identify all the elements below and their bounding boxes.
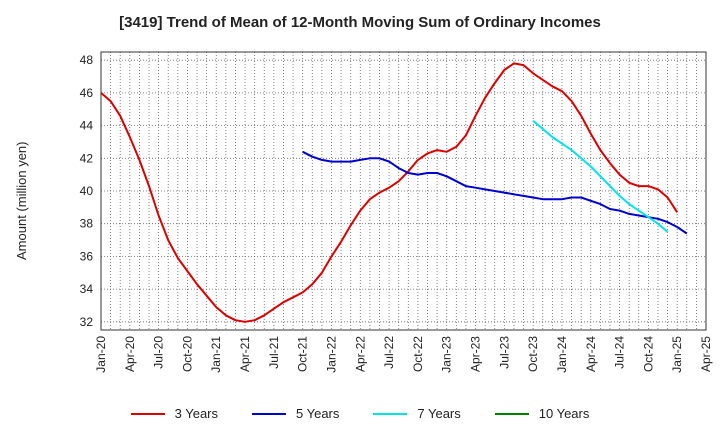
legend: 3 Years 5 Years 7 Years 10 Years — [0, 406, 720, 421]
x-tick-label: Oct-23 — [526, 336, 540, 372]
legend-label: 3 Years — [174, 406, 218, 421]
legend-swatch — [373, 412, 408, 415]
legend-label: 7 Years — [417, 406, 461, 421]
x-tick-label: Jan-20 — [94, 336, 108, 373]
legend-swatch — [252, 412, 286, 415]
chart-plot: 32 34 36 38 40 42 44 46 48 Jan-20 Apr-20 Jul-20 Oct… — [80, 51, 713, 373]
x-tick-label: Jan-23 — [440, 336, 454, 373]
y-tick-labels: 32 34 36 38 40 42 44 46 48 — [80, 53, 94, 329]
y-tick-label: 42 — [80, 151, 94, 165]
x-tick-label: Jul-24 — [613, 336, 627, 369]
x-tick-label: Apr-21 — [238, 336, 252, 372]
y-tick-label: 44 — [80, 119, 94, 133]
series-line-3-years — [100, 62, 679, 323]
x-tick-labels: Jan-20 Apr-20 Jul-20 Oct-20 Jan-21 Apr-21 Jul-… — [94, 336, 713, 373]
legend-swatch — [130, 412, 165, 415]
legend-swatch — [494, 412, 529, 415]
x-tick-label: Jan-22 — [324, 336, 338, 373]
x-tick-label: Apr-23 — [469, 336, 483, 372]
x-tick-label: Jul-22 — [382, 336, 396, 369]
x-tick-label: Oct-24 — [641, 336, 655, 372]
x-tick-label: Oct-21 — [296, 336, 310, 372]
y-tick-label: 48 — [80, 53, 94, 67]
series-line-7-years — [532, 119, 669, 233]
legend-label: 5 Years — [296, 406, 340, 421]
y-tick-label: 34 — [80, 282, 94, 296]
series-line-5-years — [302, 150, 688, 235]
y-tick-label: 40 — [80, 184, 94, 198]
x-tick-label: Jan-21 — [209, 336, 223, 373]
y-tick-label: 38 — [80, 217, 94, 231]
x-tick-label: Jul-23 — [497, 336, 511, 369]
x-tick-label: Apr-24 — [584, 336, 598, 372]
series-lines — [100, 62, 688, 323]
chart-title: [3419] Trend of Mean of 12-Month Moving … — [119, 14, 601, 31]
legend-item: 3 Years — [130, 406, 218, 421]
x-tick-label: Jul-20 — [152, 336, 166, 369]
y-tick-label: 46 — [80, 86, 94, 100]
legend-item: 10 Years — [494, 406, 590, 421]
x-tick-label: Jan-25 — [670, 336, 684, 373]
x-tick-label: Oct-22 — [411, 336, 425, 372]
x-tick-label: Apr-25 — [699, 336, 713, 372]
x-tick-label: Jan-24 — [555, 336, 569, 373]
legend-item: 5 Years — [252, 406, 339, 421]
y-tick-label: 36 — [80, 249, 94, 263]
x-tick-label: Apr-20 — [123, 336, 137, 372]
legend-label: 10 Years — [538, 406, 590, 421]
x-tick-label: Jul-21 — [267, 336, 281, 369]
plot-frame — [100, 51, 707, 331]
y-tick-label: 32 — [80, 315, 94, 329]
x-tick-label: Apr-22 — [353, 336, 367, 372]
legend-item: 7 Years — [373, 406, 461, 421]
x-tick-label: Oct-20 — [180, 336, 194, 372]
